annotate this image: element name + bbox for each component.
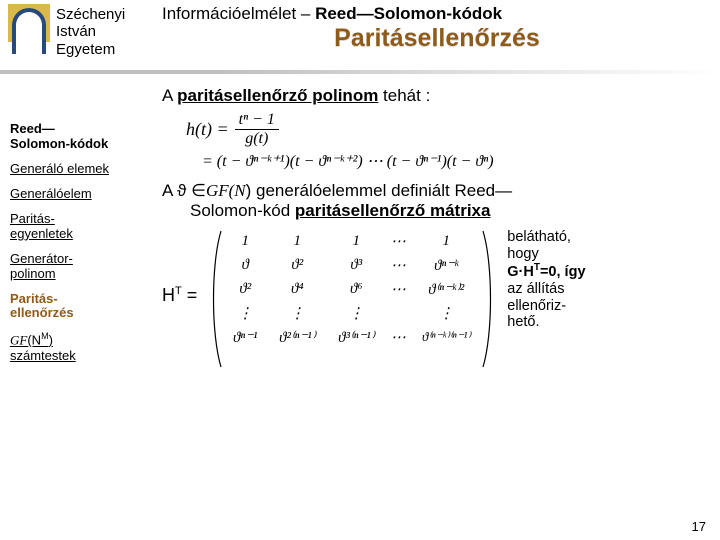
right-paren-icon [481, 229, 495, 374]
m-r1c1: 1 [223, 233, 267, 250]
m-r3c3: ϑ⁶ [327, 281, 385, 298]
fraction-numerator: tⁿ − 1 [235, 112, 279, 130]
sidebar-item-parity-equations[interactable]: Paritás- egyenletek [10, 212, 152, 242]
m-r5c1: ϑⁿ⁻¹ [223, 328, 267, 347]
m-r5c4: ⋯ [385, 328, 411, 347]
m-r4c2: ⋮ [267, 304, 327, 323]
m-r2c4: ⋯ [385, 256, 411, 275]
equation-h-fraction: h(t) = tⁿ − 1 g(t) [186, 112, 706, 147]
m-r4c3: ⋮ [327, 304, 385, 323]
m-r4c5: ⋮ [411, 304, 481, 323]
matrix-grid: 1 1 1 ⋯ 1 ϑ ϑ² ϑ³ ⋯ ϑⁿ⁻ᵏ ϑ² ϑ⁴ ϑ⁶ ⋯ ϑ⁽ⁿ⁻… [223, 229, 481, 374]
sidebar-item-generating-elements[interactable]: Generáló elemek [10, 162, 152, 177]
m-r1c3: 1 [327, 233, 385, 250]
parity-matrix-term: paritásellenőrző mátrixa [295, 201, 491, 220]
fraction: tⁿ − 1 g(t) [235, 112, 279, 147]
header-right: Információelmélet – Reed—Solomon-kódok P… [156, 4, 712, 53]
m-r3c2: ϑ⁴ [267, 281, 327, 298]
m-r5c3: ϑ³⁽ⁿ⁻¹⁾ [327, 328, 385, 347]
matrix-area: HT = 1 1 1 ⋯ 1 ϑ ϑ² ϑ³ ⋯ ϑⁿ⁻ᵏ ϑ² [162, 229, 706, 374]
sidebar-nav: Reed— Solomon-kódok Generáló elemek Gene… [0, 80, 158, 540]
main-area: Reed— Solomon-kódok Generáló elemek Gene… [0, 80, 720, 540]
proof-note: belátható, hogy G·HT=0, így az állítás e… [507, 229, 607, 331]
m-r1c4: ⋯ [385, 232, 411, 251]
m-r3c4: ⋯ [385, 280, 411, 299]
breadcrumb-prefix: Információelmélet – [162, 4, 315, 23]
matrix-sentence: A ϑ ∈GF(N) generálóelemmel definiált Ree… [162, 181, 706, 221]
m-r1c2: 1 [267, 233, 327, 250]
uni-line2: István [56, 23, 96, 40]
m-r3c5: ϑ⁽ⁿ⁻ᵏ⁾² [411, 280, 481, 299]
uni-line3: Egyetem [56, 41, 115, 58]
uni-line1: Széchenyi [56, 6, 125, 23]
breadcrumb: Információelmélet – Reed—Solomon-kódok [162, 4, 712, 24]
sidebar-item-parity-check[interactable]: Paritás- ellenőrzés [10, 292, 152, 322]
page-number: 17 [692, 519, 706, 534]
m-r2c5: ϑⁿ⁻ᵏ [411, 256, 481, 275]
left-paren-icon [209, 229, 223, 374]
slide-header: Széchenyi István Egyetem Információelmél… [0, 0, 720, 70]
intro-sentence: A paritásellenőrző polinom tehát : [162, 86, 706, 106]
sidebar-item-generator-element[interactable]: Generálóelem [10, 187, 152, 202]
eq-lhs: h(t) = [186, 119, 229, 140]
equation-product: = (t − ϑⁿ⁻ᵏ⁺¹)(t − ϑⁿ⁻ᵏ⁺²) ⋯ (t − ϑⁿ⁻¹)(… [202, 151, 706, 171]
m-r2c3: ϑ³ [327, 257, 385, 274]
m-r3c1: ϑ² [223, 281, 267, 298]
slide-title: Paritásellenőrzés [162, 24, 712, 53]
sidebar-item-rs-codes[interactable]: Reed— Solomon-kódok [10, 122, 152, 152]
m-r1c5: 1 [411, 233, 481, 250]
m-r4c1: ⋮ [223, 304, 267, 323]
sidebar-item-generator-polynomial[interactable]: Generátor- polinom [10, 252, 152, 282]
parity-polynomial-term: paritásellenőrző polinom [177, 86, 378, 105]
m-r2c1: ϑ [223, 257, 267, 274]
header-divider [0, 70, 720, 74]
slide-content: A paritásellenőrző polinom tehát : h(t) … [158, 80, 720, 540]
m-r5c2: ϑ²⁽ⁿ⁻¹⁾ [267, 328, 327, 347]
m-r2c2: ϑ² [267, 257, 327, 274]
fraction-denominator: g(t) [241, 130, 272, 147]
breadcrumb-topic: Reed—Solomon-kódok [315, 4, 502, 23]
university-name: Széchenyi István Egyetem [56, 4, 156, 58]
m-r5c5: ϑ⁽ⁿ⁻ᵏ⁾⁽ⁿ⁻¹⁾ [411, 329, 481, 345]
university-logo [8, 4, 50, 58]
matrix-lhs: HT = [162, 229, 197, 306]
matrix: 1 1 1 ⋯ 1 ϑ ϑ² ϑ³ ⋯ ϑⁿ⁻ᵏ ϑ² ϑ⁴ ϑ⁶ ⋯ ϑ⁽ⁿ⁻… [209, 229, 495, 374]
sidebar-item-gf-fields[interactable]: GF(NM) számtestek [10, 331, 152, 363]
